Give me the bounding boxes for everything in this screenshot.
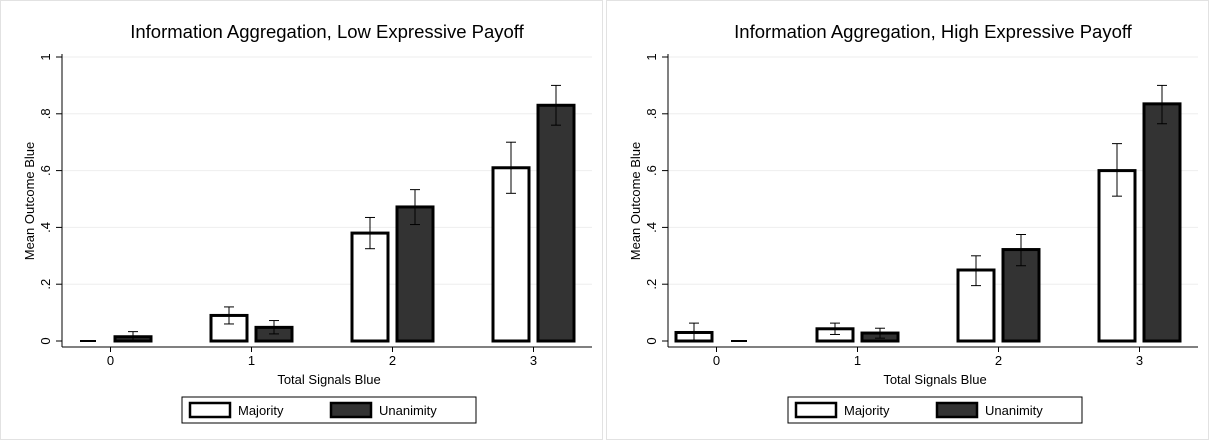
y-tick-label: 1 (644, 53, 659, 60)
bar-unanimity (1142, 102, 1182, 343)
chart-title: Information Aggregation, Low Expressive … (130, 21, 524, 42)
y-tick-label: .6 (644, 165, 659, 176)
x-tick-label: 3 (1136, 353, 1143, 368)
y-tick-label: .4 (644, 222, 659, 233)
legend-label-unanimity: Unanimity (985, 403, 1043, 418)
x-tick-label: 0 (107, 353, 114, 368)
y-tick-label: .4 (38, 222, 53, 233)
x-tick-label: 0 (713, 353, 720, 368)
chart-title: Information Aggregation, High Expressive… (734, 21, 1132, 42)
legend-label-unanimity: Unanimity (379, 403, 437, 418)
legend-swatch-majority (188, 401, 232, 419)
y-tick-label: .6 (38, 165, 53, 176)
chart-panel-high-expressive: Information Aggregation, High Expressive… (606, 0, 1209, 440)
bar-majority (350, 231, 390, 343)
x-axis-label: Total Signals Blue (277, 372, 380, 387)
y-tick-label: .2 (644, 279, 659, 290)
bar-unanimity (536, 103, 576, 343)
legend-swatch-majority (794, 401, 838, 419)
legend-swatch-unanimity (329, 401, 373, 419)
y-axis-label: Mean Outcome Blue (22, 142, 37, 261)
legend-swatch-unanimity (935, 401, 979, 419)
bar-unanimity (395, 205, 435, 343)
legend-label-majority: Majority (238, 403, 284, 418)
x-axis-label: Total Signals Blue (883, 372, 986, 387)
chart-panel-low-expressive: Information Aggregation, Low Expressive … (0, 0, 603, 440)
y-tick-label: 0 (38, 337, 53, 344)
y-tick-label: 1 (38, 53, 53, 60)
bar-majority (491, 166, 531, 343)
chart-svg-high: Information Aggregation, High Expressive… (606, 0, 1209, 440)
y-tick-label: .2 (38, 279, 53, 290)
y-axis-label: Mean Outcome Blue (628, 142, 643, 261)
x-tick-label: 2 (995, 353, 1002, 368)
y-tick-label: 0 (644, 337, 659, 344)
y-tick-label: .8 (38, 108, 53, 119)
legend-label-majority: Majority (844, 403, 890, 418)
x-tick-label: 1 (248, 353, 255, 368)
x-tick-label: 2 (389, 353, 396, 368)
x-tick-label: 1 (854, 353, 861, 368)
x-tick-label: 3 (530, 353, 537, 368)
chart-svg-low: Information Aggregation, Low Expressive … (0, 0, 603, 440)
y-tick-label: .8 (644, 108, 659, 119)
